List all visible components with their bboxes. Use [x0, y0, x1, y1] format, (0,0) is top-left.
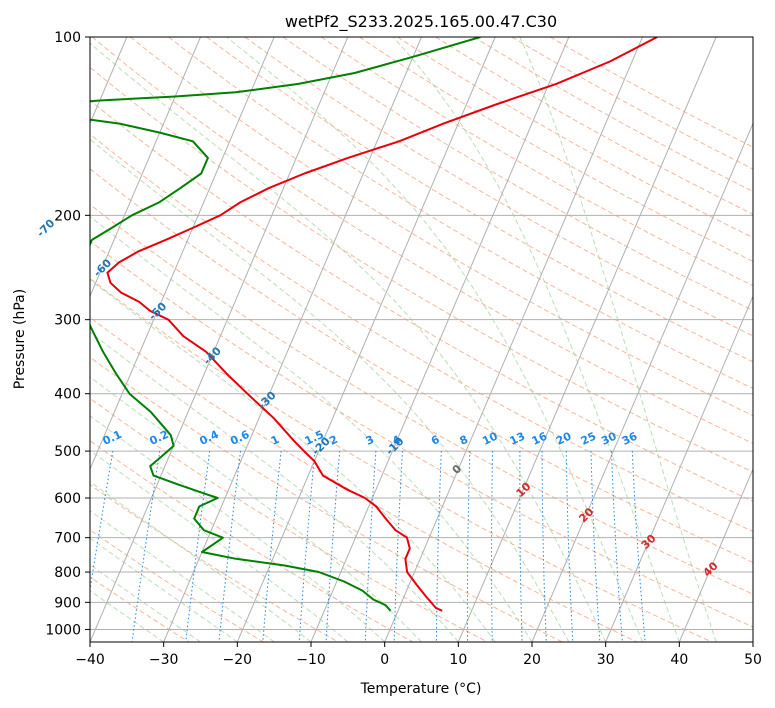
dry-adiabat-line	[91, 37, 753, 445]
dry-adiabat-line	[90, 203, 753, 595]
dry-adiabat-line	[90, 529, 264, 642]
mixing-ratio-line	[541, 451, 547, 642]
mixing-ratio-line	[519, 451, 523, 642]
isobars	[90, 37, 753, 630]
dry-adiabat-line	[90, 133, 753, 533]
dry-adiabat-line	[320, 37, 753, 287]
y-tick-label: 600	[54, 491, 81, 507]
mixing-ratio-line	[218, 451, 241, 642]
moist-adiabat-line	[90, 564, 201, 642]
x-axis-title: Temperature (°C)	[360, 681, 482, 697]
y-tick-label: 400	[54, 387, 81, 403]
x-axis: −40 −30 −20 −10 0 10 20 30 40 50	[75, 642, 762, 668]
moist-adiabat-line	[90, 376, 422, 642]
y-tick-label: 800	[54, 565, 81, 581]
x-tick-label: 10	[449, 652, 467, 668]
y-tick-label: 200	[54, 208, 81, 224]
y-tick-label: 700	[54, 531, 81, 547]
dry-adiabat-line	[90, 99, 753, 502]
mixing-ratio-line	[435, 451, 442, 642]
mixing-ratio-line	[491, 451, 494, 642]
chart-title: wetPf2_S233.2025.165.00.47.C30	[285, 12, 557, 32]
moist-adiabat-line	[90, 279, 496, 642]
isotherm-line	[90, 37, 275, 471]
dry-adiabat-line	[90, 483, 339, 642]
moist-adiabat-line	[90, 537, 238, 642]
moist-adiabat-line	[392, 37, 680, 642]
y-tick-label: 900	[54, 595, 81, 611]
moist-adiabat-line	[519, 37, 717, 642]
y-axis: 100 200 300 400 500 600 700 800 900 1000	[45, 30, 90, 638]
mixing-ratio-lines	[90, 451, 646, 642]
x-tick-label: −30	[149, 652, 179, 668]
mixing-ratio-label: 10	[480, 429, 500, 447]
isotherm-line	[236, 37, 496, 642]
mixing-ratio-label: 13	[508, 430, 527, 448]
isotherm-line	[384, 37, 643, 642]
mixing-ratio-line	[131, 451, 161, 642]
plot-frame	[89, 36, 754, 643]
x-tick-label: −40	[75, 652, 105, 668]
dry-adiabat-line	[90, 316, 638, 642]
mixing-ratio-line	[298, 451, 316, 642]
x-tick-label: 0	[380, 652, 389, 668]
moist-adiabat-line	[90, 589, 164, 642]
isotherm-line	[163, 37, 422, 642]
dry-adiabat-line	[244, 37, 753, 337]
dry-adiabat-line	[90, 240, 753, 628]
y-axis-title: Pressure (hPa)	[12, 289, 28, 389]
dry-adiabat-line	[168, 37, 753, 389]
moist-adiabat-line	[90, 449, 349, 642]
moist-adiabat-line	[226, 37, 643, 642]
y-tick-label: 100	[54, 30, 81, 46]
x-tick-label: 20	[523, 652, 541, 668]
mixing-ratio-line	[611, 451, 623, 642]
mixing-ratio-line	[565, 451, 574, 642]
x-tick-label: −10	[296, 652, 326, 668]
y-tick-label: 1000	[45, 622, 81, 638]
isotherm-line	[678, 467, 753, 642]
dry-adiabat-line	[90, 397, 488, 642]
isotherm-line	[90, 37, 349, 642]
isotherm-line	[457, 37, 717, 642]
mixing-ratio-line	[325, 451, 341, 642]
mixing-ratio-line	[466, 451, 471, 642]
isotherm-line	[310, 37, 570, 642]
mixing-ratio-label: 20	[554, 429, 574, 447]
moist-adiabat-line	[90, 215, 533, 642]
y-tick-label: 500	[54, 444, 81, 460]
isotherm-line	[90, 37, 201, 298]
isotherm-line	[531, 122, 753, 642]
mixing-ratio-label: 30	[599, 429, 619, 447]
mixing-ratio-label: 36	[620, 429, 640, 447]
dry-adiabat-line	[90, 278, 712, 642]
moist-adiabat-line	[90, 138, 570, 642]
plot-area	[90, 37, 753, 642]
moist-adiabat-line	[90, 331, 459, 642]
dry-adiabat-line	[90, 66, 753, 473]
x-tick-label: 40	[670, 652, 688, 668]
mixing-ratio-line	[393, 451, 403, 642]
isotherm-line	[605, 295, 753, 642]
mixing-ratio-label: 25	[579, 430, 598, 448]
dry-adiabat-line	[90, 576, 190, 642]
temperature-line	[106, 37, 658, 612]
dry-adiabat-line	[90, 356, 563, 642]
mixing-ratio-line	[590, 451, 601, 642]
mixing-ratio-label: 16	[530, 429, 550, 447]
x-tick-label: 50	[744, 652, 762, 668]
dry-adiabat-line	[206, 37, 753, 363]
profiles	[90, 37, 658, 612]
dewpoint-line	[90, 37, 481, 612]
y-tick-label: 300	[54, 313, 81, 329]
moist-adiabats	[90, 37, 717, 642]
mixing-ratio-line	[631, 451, 646, 642]
x-tick-label: −20	[223, 652, 253, 668]
isotherms	[90, 37, 753, 642]
mixing-ratio-line	[364, 451, 377, 642]
x-tick-label: 30	[597, 652, 615, 668]
mixing-ratio-line	[185, 451, 211, 642]
